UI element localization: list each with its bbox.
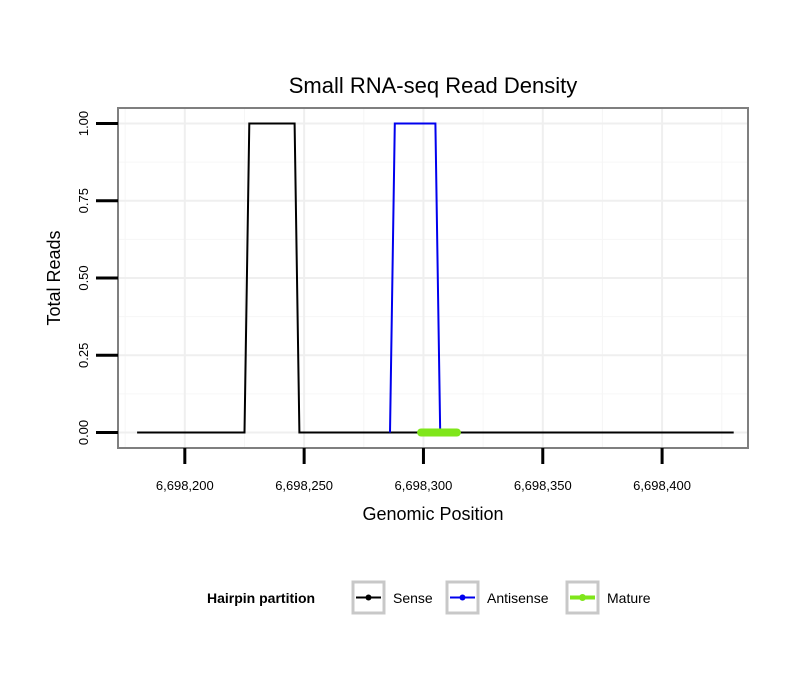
legend-key-point	[579, 594, 586, 601]
x-tick-label: 6,698,300	[395, 478, 453, 493]
y-tick-label: 0.00	[76, 420, 91, 445]
legend: Hairpin partition Sense Antisense Mature	[207, 580, 651, 615]
y-tick-label: 0.50	[76, 265, 91, 290]
series-line-sense	[137, 122, 734, 434]
series-line-antisense	[389, 122, 442, 433]
legend-label-sense: Sense	[393, 590, 433, 606]
legend-label-antisense: Antisense	[487, 590, 549, 606]
x-axis: 6,698,200 6,698,250 6,698,300 6,698,350 6,69…	[156, 448, 691, 493]
x-axis-title: Genomic Position	[362, 504, 503, 524]
y-tick-label: 0.25	[76, 343, 91, 368]
y-tick-label: 1.00	[76, 111, 91, 136]
chart-title: Small RNA-seq Read Density	[289, 73, 578, 98]
y-axis-title: Total Reads	[44, 230, 64, 325]
y-tick-label: 0.75	[76, 188, 91, 213]
legend-label-mature: Mature	[607, 590, 651, 606]
legend-key-point	[365, 594, 372, 601]
series-layer	[137, 122, 734, 437]
x-tick-label: 6,698,200	[156, 478, 214, 493]
grid-lines	[118, 108, 748, 448]
legend-key-point	[459, 594, 466, 601]
x-tick-label: 6,698,250	[275, 478, 333, 493]
legend-title: Hairpin partition	[207, 590, 315, 606]
y-axis: 0.00 0.25 0.50 0.75 1.00	[76, 111, 118, 445]
x-tick-label: 6,698,350	[514, 478, 572, 493]
x-tick-label: 6,698,400	[633, 478, 691, 493]
